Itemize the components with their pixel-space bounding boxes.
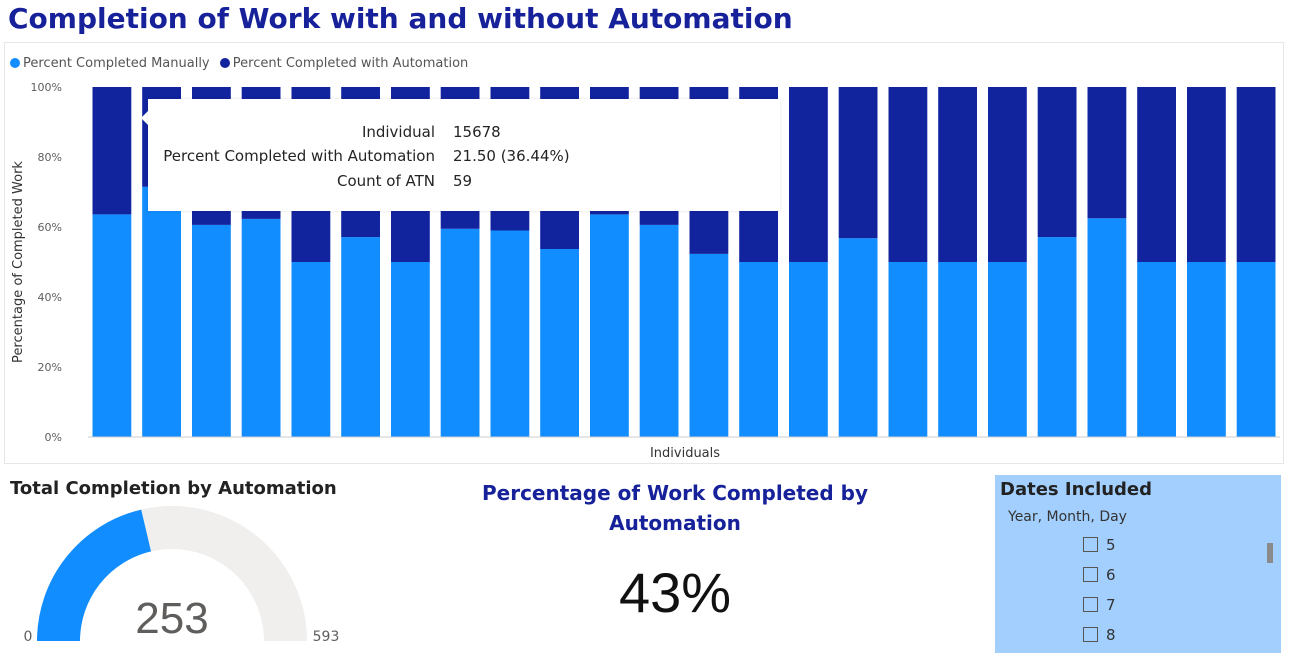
bar-manual[interactable] [988, 262, 1027, 437]
bar-manual[interactable] [142, 186, 181, 438]
bar-automation[interactable] [92, 87, 132, 215]
y-tick-label: 20% [38, 361, 62, 374]
bar-automation[interactable] [1137, 87, 1176, 262]
tooltip-value: 59 [453, 172, 473, 190]
tooltip-pointer [141, 110, 149, 126]
bar-manual[interactable] [938, 262, 977, 437]
y-tick-label: 100% [31, 81, 62, 94]
bar-manual[interactable] [1087, 218, 1127, 438]
gauge-min-label: 0 [24, 629, 33, 645]
slicer-item[interactable]: 8 [1083, 626, 1116, 644]
bar-manual[interactable] [590, 214, 629, 437]
slicer-item-label: 7 [1106, 596, 1116, 614]
y-tick-label: 40% [38, 291, 62, 304]
stacked-bar-chart: 0% 20% 40% 60% 80% 100% Percentage of Complet… [11, 81, 1280, 461]
bar-manual[interactable] [440, 228, 480, 438]
bar-manual[interactable] [689, 253, 729, 437]
slicer-item-label: 6 [1106, 566, 1116, 584]
bar-automation[interactable] [1087, 87, 1127, 219]
tooltip-label: Percent Completed with Automation [163, 147, 435, 165]
x-axis-label: Individuals [650, 446, 720, 461]
kpi-value: 43% [618, 561, 732, 624]
checkbox[interactable] [1083, 537, 1098, 552]
y-tick-label: 0% [45, 431, 62, 444]
bar-automation[interactable] [1037, 87, 1077, 238]
slicer-item-label: 8 [1106, 626, 1116, 644]
kpi-title: Percentage of Work Completed by Automati… [481, 481, 868, 535]
y-tick-label: 80% [38, 151, 62, 164]
bar-manual[interactable] [341, 237, 380, 437]
slicer-scrollbar[interactable] [1267, 543, 1273, 563]
y-axis-ticks: 0% 20% 40% 60% 80% 100% [31, 81, 62, 444]
bar-automation[interactable] [838, 87, 878, 239]
bar-manual[interactable] [540, 249, 579, 437]
slicer-item-label: 5 [1106, 536, 1116, 554]
gauge-max-label: 593 [313, 629, 340, 645]
legend-dot-manual [10, 58, 20, 68]
bar-manual[interactable] [838, 238, 878, 437]
gauge-title: Total Completion by Automation [10, 478, 337, 499]
slicer-item[interactable]: 7 [1083, 596, 1116, 614]
slicer-hierarchy-label: Year, Month, Day [1008, 509, 1127, 525]
bar-manual[interactable] [888, 262, 928, 437]
bars-group [92, 87, 1276, 438]
tooltip-value: 15678 [453, 123, 501, 141]
slicer-title: Dates Included [1000, 479, 1153, 500]
bar-automation[interactable] [938, 87, 977, 262]
bar-automation[interactable] [789, 87, 828, 262]
legend-label-manual: Percent Completed Manually [23, 56, 210, 71]
bar-manual[interactable] [1037, 237, 1077, 437]
slicer-item[interactable]: 6 [1083, 566, 1116, 584]
legend-dot-automation [219, 58, 230, 68]
dates-slicer: Dates Included Year, Month, Day 5 6 7 8 [995, 475, 1281, 653]
bar-manual[interactable] [241, 218, 281, 437]
bar-manual[interactable] [92, 214, 132, 437]
bar-manual[interactable] [192, 224, 231, 437]
bar-manual[interactable] [490, 230, 530, 438]
bar-manual[interactable] [291, 262, 331, 437]
gauge-chart: 253 0 593 [24, 506, 340, 645]
tooltip-label: Count of ATN [336, 172, 435, 190]
legend-label-automation: Percent Completed with Automation [232, 56, 469, 71]
bar-manual[interactable] [1236, 262, 1276, 437]
gauge-value-label: 253 [135, 594, 208, 643]
bar-manual[interactable] [1187, 262, 1226, 437]
bar-manual[interactable] [789, 262, 828, 437]
bar-automation[interactable] [1187, 87, 1226, 262]
bar-manual[interactable] [391, 262, 430, 437]
chart-legend: Percent Completed Manually Percent Compl… [10, 56, 474, 71]
bar-automation[interactable] [888, 87, 928, 262]
tooltip-label: Individual [361, 123, 435, 141]
checkbox[interactable] [1083, 567, 1098, 582]
slicer-item[interactable]: 5 [1083, 536, 1116, 554]
bar-manual[interactable] [1137, 262, 1176, 437]
page-title: Completion of Work with and without Auto… [8, 2, 793, 35]
tooltip-value: 21.50 (36.44%) [453, 147, 570, 165]
chart-frame [4, 42, 1284, 464]
bar-automation[interactable] [988, 87, 1027, 262]
bar-manual[interactable] [639, 224, 679, 437]
checkbox[interactable] [1083, 627, 1098, 642]
bar-manual[interactable] [739, 262, 778, 437]
chart-tooltip: Individual 15678 Percent Completed with … [148, 99, 780, 211]
gauge-fill[interactable] [37, 509, 152, 642]
bar-automation[interactable] [1236, 87, 1276, 262]
checkbox[interactable] [1083, 597, 1098, 612]
y-tick-label: 60% [38, 221, 62, 234]
legend-entry-automation[interactable]: Percent Completed with Automation [219, 56, 469, 71]
y-axis-label: Percentage of Completed Work [11, 161, 26, 363]
legend-entry-manual[interactable]: Percent Completed Manually [10, 56, 210, 71]
